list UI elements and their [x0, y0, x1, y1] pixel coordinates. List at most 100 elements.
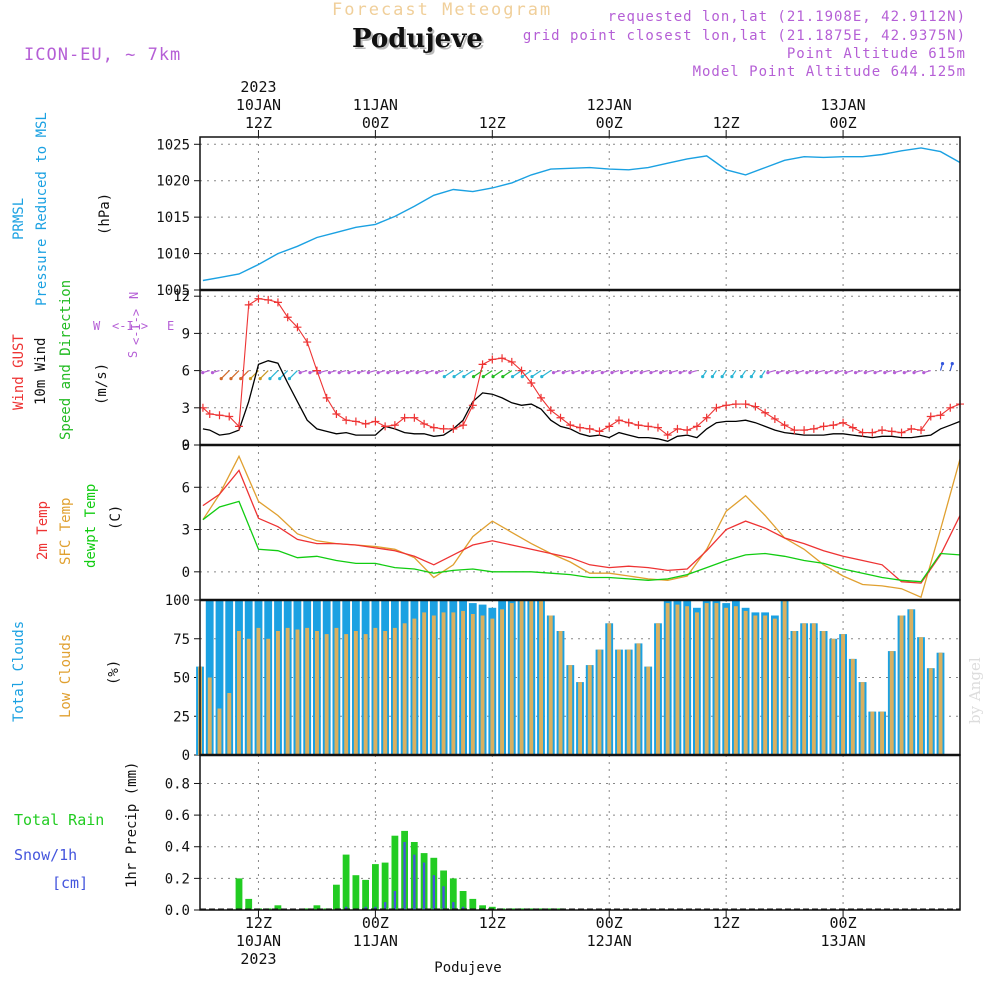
top-time-label: 12Z — [479, 114, 506, 132]
y-tick-label: 0.8 — [165, 776, 190, 792]
y-tick-label: 1005 — [156, 283, 190, 299]
low-clouds-bar — [802, 623, 807, 756]
top-time-label: 12Z — [245, 114, 272, 132]
low-clouds-bar — [217, 708, 222, 755]
wind-direction-arrow-head — [571, 371, 575, 375]
snow-bar — [384, 902, 387, 910]
y-tick-label: 1025 — [156, 137, 190, 153]
footer-place-label: Podujeve — [434, 960, 501, 976]
wind-direction-arrow-head — [610, 371, 614, 375]
low-clouds-bar — [490, 618, 495, 755]
wind-gust-marker — [234, 422, 243, 431]
wind-gust-marker — [381, 422, 390, 431]
wind-direction-arrow-head — [749, 375, 753, 379]
wind-direction-arrow-head — [287, 377, 292, 381]
wind-direction-arrow-head — [491, 375, 495, 379]
wind-direction-arrow-head — [540, 375, 544, 379]
wind-direction-arrow — [521, 370, 532, 378]
temp-2m-line — [202, 469, 961, 584]
wind-direction-arrow-head — [396, 371, 400, 375]
snow-bar — [393, 891, 396, 910]
bottom-year-label: 2023 — [240, 950, 276, 968]
location-title: Podujeve — [352, 24, 483, 54]
rain-bar — [488, 906, 496, 910]
low-clouds-bar — [305, 627, 310, 755]
wind-gust-marker — [312, 366, 321, 375]
low-clouds-bar — [324, 634, 329, 755]
wind-gust-marker — [322, 393, 331, 402]
low-clouds-bar — [938, 652, 943, 755]
low-clouds-bar — [695, 612, 699, 755]
wind-direction-arrow-head — [795, 371, 799, 375]
rain-bar — [459, 891, 467, 910]
bottom-date-label: 13JAN — [820, 932, 865, 950]
wind-gust-marker — [576, 423, 584, 432]
top-year-label: 2023 — [240, 78, 276, 96]
low-clouds-bar — [704, 603, 709, 755]
ylabel-2m-temp: 2m Temp — [35, 501, 51, 560]
wind-direction-arrow-head — [814, 371, 819, 375]
wind-direction-arrow-head — [520, 375, 524, 379]
low-clouds-bar — [928, 668, 933, 755]
wind-direction-arrow-head — [883, 371, 887, 375]
wind-direction-arrow-head — [940, 362, 945, 366]
wind-direction-arrow — [289, 370, 298, 380]
low-clouds-bar — [344, 634, 349, 755]
rain-bar — [352, 875, 360, 910]
y-tick-label: 100 — [165, 593, 190, 609]
wind-direction-arrow-head — [844, 371, 848, 375]
wind-direction-arrow — [269, 370, 279, 380]
wind-gust-marker — [683, 426, 692, 435]
low-clouds-bar — [626, 649, 631, 755]
compass-north: N — [127, 292, 141, 299]
low-clouds-bar — [539, 600, 543, 755]
wind-gust-marker — [634, 421, 643, 430]
wind-direction-arrow-head — [258, 377, 262, 381]
wind-direction-arrow — [492, 370, 503, 378]
wind-direction-arrow-head — [639, 371, 643, 375]
model-point-altitude: Model Point Altitude 644.125m — [692, 64, 966, 80]
snow-bar — [432, 875, 435, 910]
wind-gust-marker — [800, 426, 809, 435]
wind-gust-marker — [293, 323, 302, 332]
wind-direction-arrow-head — [863, 371, 867, 375]
rain-bar — [381, 862, 389, 910]
wind-direction-arrow — [463, 370, 474, 378]
low-clouds-bar — [412, 618, 417, 755]
low-clouds-bar — [519, 600, 524, 755]
low-clouds-bar — [636, 643, 641, 755]
y-tick-label: 9 — [182, 438, 190, 454]
y-tick-label: 9 — [182, 326, 190, 342]
snow-bar — [422, 862, 426, 910]
ylabel-1hr-precip: 1hr Precip (mm) — [124, 762, 140, 888]
low-clouds-bar — [850, 658, 855, 755]
wind-direction-arrow-head — [701, 375, 705, 379]
low-clouds-bar — [831, 638, 836, 756]
wind-direction-arrow-head — [581, 371, 585, 375]
point-altitude: Point Altitude 615m — [786, 46, 966, 62]
low-clouds-bar — [578, 682, 582, 755]
top-time-label: 00Z — [362, 114, 389, 132]
low-clouds-bar — [276, 631, 280, 755]
low-clouds-bar — [422, 612, 427, 755]
wind-gust-marker — [351, 417, 360, 426]
wind-direction-arrow-head — [688, 371, 692, 375]
wind-direction-arrow — [259, 370, 269, 380]
low-clouds-bar — [431, 615, 436, 755]
compass-east: E — [167, 319, 174, 333]
bottom-time-label: 00Z — [830, 914, 857, 932]
wind-gust-marker — [420, 419, 429, 428]
wind-direction-arrow-head — [318, 371, 322, 375]
wind-direction-arrow-head — [720, 375, 724, 379]
wind-direction-arrow-head — [405, 371, 409, 375]
wind-direction-arrow-head — [912, 371, 916, 375]
low-clouds-bar — [266, 638, 271, 756]
low-clouds-bar — [841, 634, 845, 755]
wind-gust-marker — [848, 423, 857, 432]
wind-direction-arrow-head — [950, 362, 954, 366]
wind-gust-marker — [410, 413, 419, 422]
wind-direction-arrow-head — [501, 375, 505, 379]
y-tick-label: 0.0 — [165, 903, 190, 919]
rain-bar — [479, 905, 486, 910]
wind-direction-arrow-head — [248, 377, 253, 381]
